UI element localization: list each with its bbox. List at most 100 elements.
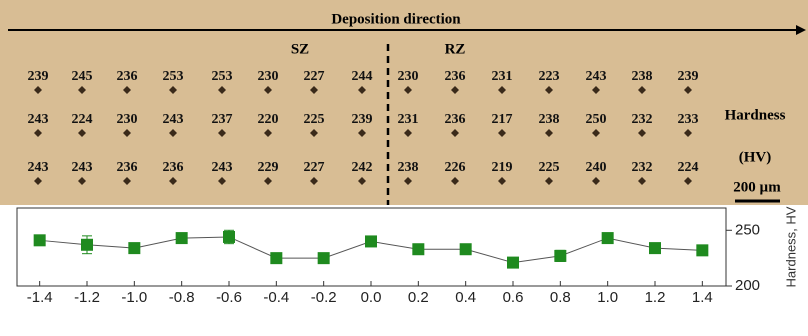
hardness-value: 236 [163, 160, 184, 175]
indent [218, 86, 226, 94]
indent [34, 129, 42, 137]
micrograph-background [0, 0, 808, 205]
hardness-value: 243 [586, 69, 607, 84]
hardness-value: 230 [398, 69, 419, 84]
y-axis-label: Hardness, HV [783, 206, 798, 287]
x-tick-label: -0.8 [169, 289, 195, 306]
indent [34, 177, 42, 185]
hardness-value: 242 [352, 160, 373, 175]
y-tick-label: 250 [735, 221, 760, 238]
x-tick-label: -1.4 [27, 289, 53, 306]
indent [78, 129, 86, 137]
hardness-value: 243 [72, 160, 93, 175]
hardness-value: 231 [492, 69, 513, 84]
indent [169, 86, 177, 94]
point [696, 244, 709, 257]
indent [498, 129, 506, 137]
point [175, 232, 188, 245]
y-tick-label: 200 [735, 277, 760, 294]
indent [310, 177, 318, 185]
point [649, 242, 661, 255]
x-tick-label: 0.8 [550, 289, 571, 306]
indent [264, 177, 272, 185]
hardness-value: 229 [258, 160, 279, 175]
point [365, 235, 377, 248]
hardness-value: 237 [212, 112, 233, 127]
indent [404, 86, 412, 94]
indent [358, 129, 366, 137]
legend-text: (HV) [739, 149, 772, 165]
point [33, 234, 46, 247]
indent [451, 86, 459, 94]
indent [638, 177, 646, 185]
hardness-value: 227 [304, 160, 325, 175]
hardness-value: 225 [539, 160, 560, 175]
indent [358, 86, 366, 94]
indent [264, 129, 272, 137]
hardness-value: 245 [72, 69, 93, 84]
indent [545, 177, 553, 185]
indent [310, 86, 318, 94]
arrow-head [796, 25, 806, 35]
indent [358, 177, 366, 185]
indent [451, 177, 459, 185]
indent [78, 177, 86, 185]
indent [592, 86, 600, 94]
indent [78, 86, 86, 94]
zone-label: RZ [445, 41, 466, 57]
point [270, 252, 283, 265]
indent [169, 177, 177, 185]
indent [169, 129, 177, 137]
point [507, 256, 519, 269]
direction-label: Deposition direction [331, 11, 461, 27]
hardness-value: 236 [117, 69, 138, 84]
indent [684, 86, 692, 94]
scale-bar-label: 200 µm [733, 179, 781, 195]
point [554, 249, 567, 262]
hardness-value: 240 [586, 160, 607, 175]
hardness-value: 238 [398, 160, 419, 175]
indent [592, 129, 600, 137]
x-tick-label: 1.4 [692, 289, 713, 306]
point [601, 232, 614, 245]
indent [684, 177, 692, 185]
point [81, 238, 93, 251]
indent [638, 129, 646, 137]
indent [264, 86, 272, 94]
x-tick-label: -1.0 [121, 289, 147, 306]
x-tick-label: 1.0 [597, 289, 618, 306]
hardness-value: 225 [304, 112, 325, 127]
hardness-value: 239 [28, 69, 49, 84]
x-tick-label: -0.6 [216, 289, 242, 306]
hardness-value: 220 [258, 112, 279, 127]
hardness-value: 243 [212, 160, 233, 175]
x-tick-label: 1.2 [645, 289, 666, 306]
hardness-value: 244 [352, 69, 373, 84]
hardness-value: 236 [445, 69, 466, 84]
indent [123, 86, 131, 94]
hardness-value: 226 [445, 160, 466, 175]
hardness-value: 230 [117, 112, 138, 127]
point [317, 252, 330, 265]
indent [404, 177, 412, 185]
hardness-value: 231 [398, 112, 419, 127]
x-tick-label: -0.4 [263, 289, 289, 306]
indent [218, 177, 226, 185]
hardness-value: 250 [586, 112, 607, 127]
indent [34, 86, 42, 94]
hardness-value: 243 [163, 112, 184, 127]
indent [592, 177, 600, 185]
x-tick-label: 0.0 [361, 289, 382, 306]
indent [123, 129, 131, 137]
hardness-value: 224 [72, 112, 93, 127]
hardness-value: 238 [539, 112, 560, 127]
hardness-value: 219 [492, 160, 513, 175]
indent [498, 86, 506, 94]
x-tick-label: 0.6 [503, 289, 524, 306]
hardness-value: 233 [678, 112, 699, 127]
indent [638, 86, 646, 94]
hardness-value: 224 [678, 160, 699, 175]
hardness-value: 227 [304, 69, 325, 84]
indent [498, 177, 506, 185]
